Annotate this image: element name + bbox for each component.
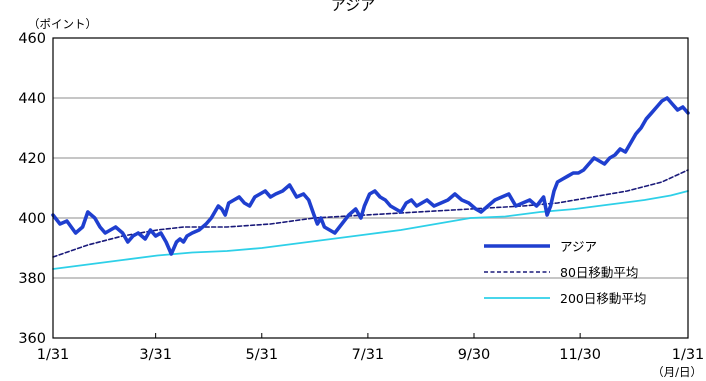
x-tick-labels: 1/31 3/31 5/31 7/31 9/30 11/30 1/31 bbox=[37, 333, 705, 363]
y-tick-label: 400 bbox=[18, 211, 46, 227]
legend: アジア 80日移動平均 200日移動平均 bbox=[484, 239, 646, 306]
x-tick-label: 7/31 bbox=[352, 347, 385, 363]
y-tick-label: 360 bbox=[18, 331, 46, 347]
series-line-1 bbox=[52, 169, 689, 258]
legend-label-1: 80日移動平均 bbox=[560, 265, 638, 280]
plot-frame bbox=[52, 37, 689, 339]
y-tick-label: 440 bbox=[18, 91, 46, 107]
series-line-0 bbox=[51, 96, 690, 256]
x-tick-label: 11/30 bbox=[559, 347, 601, 363]
y-tick-labels: 360 380 400 420 440 460 bbox=[18, 31, 46, 347]
y-tick-label: 420 bbox=[18, 151, 46, 167]
x-axis-unit-label: （月/日） bbox=[652, 365, 702, 379]
x-tick-label: 9/30 bbox=[458, 347, 491, 363]
series-line-2 bbox=[52, 190, 689, 270]
x-tick-label: 1/31 bbox=[672, 347, 705, 363]
chart-title: アジア bbox=[331, 0, 375, 14]
y-tick-label: 460 bbox=[18, 31, 46, 47]
x-tick-label: 1/31 bbox=[37, 347, 70, 363]
gridlines bbox=[53, 97, 688, 279]
x-tick-label: 3/31 bbox=[139, 347, 172, 363]
legend-label-0: アジア bbox=[560, 239, 597, 254]
x-tick-label: 5/31 bbox=[245, 347, 278, 363]
series-lines bbox=[51, 96, 690, 270]
legend-label-2: 200日移動平均 bbox=[560, 291, 646, 306]
y-axis-unit-label: （ポイント） bbox=[28, 17, 97, 31]
y-tick-label: 380 bbox=[18, 271, 46, 287]
